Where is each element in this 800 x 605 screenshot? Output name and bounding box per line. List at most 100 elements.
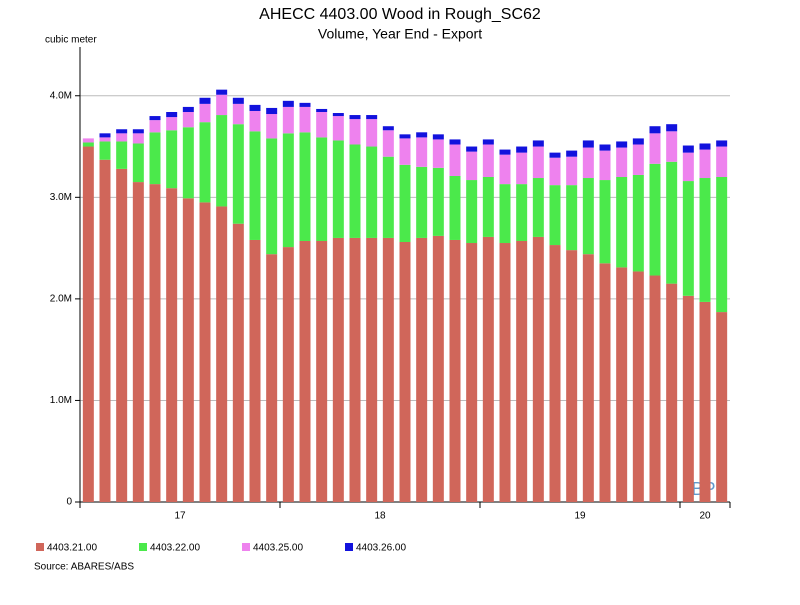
bar-segment: [466, 180, 478, 244]
bar-segment: [399, 138, 411, 165]
bar-segment: [482, 144, 494, 177]
bar-segment: [549, 157, 561, 186]
bar-segment: [566, 185, 578, 251]
bar-segment: [282, 247, 294, 502]
bar-segment: [666, 131, 678, 162]
bar-segment: [716, 146, 728, 177]
bar-segment: [716, 177, 728, 313]
bar-segment: [682, 152, 694, 182]
bar-segment: [499, 184, 511, 244]
bar-segment: [299, 240, 311, 502]
legend-swatch: [345, 543, 353, 551]
bar-segment: [266, 254, 278, 502]
y-tick-label: 4.0M: [50, 90, 72, 101]
bar-segment: [382, 237, 394, 502]
y-tick-label: 1.0M: [50, 395, 72, 406]
bar-segment: [382, 126, 394, 131]
bar-segment: [116, 133, 128, 142]
bar-segment: [649, 133, 661, 164]
bar-segment: [149, 184, 161, 502]
bar-segment: [249, 110, 261, 132]
bar-segment: [249, 104, 261, 111]
bar-segment: [549, 245, 561, 502]
bar-segment: [266, 107, 278, 115]
legend-label: 4403.25.00: [253, 543, 303, 554]
bar-segment: [582, 178, 594, 255]
bar-segment: [116, 168, 128, 502]
bar-segment: [699, 301, 711, 502]
bar-segment: [232, 223, 244, 502]
bar-segment: [99, 159, 111, 502]
bar-segment: [482, 177, 494, 237]
bar-segment: [82, 146, 94, 502]
bar-segment: [166, 130, 178, 189]
legend-label: 4403.26.00: [356, 543, 406, 554]
bar-segment: [682, 181, 694, 296]
bar-segment: [349, 144, 361, 238]
bar-segment: [99, 137, 111, 142]
bar-segment: [566, 250, 578, 502]
bar-segment: [616, 141, 628, 148]
bar-segment: [249, 131, 261, 240]
bar-segment: [449, 139, 461, 145]
bar-segment: [199, 202, 211, 502]
bar-segment: [532, 146, 544, 179]
bar-segment: [582, 254, 594, 502]
bar-segment: [632, 144, 644, 175]
bar-segment: [316, 112, 328, 138]
bar-segment: [216, 206, 228, 502]
bar-segment: [382, 156, 394, 238]
bar-segment: [232, 124, 244, 224]
bar-segment: [82, 142, 94, 147]
bar-segment: [549, 185, 561, 246]
bar-segment: [332, 113, 344, 117]
bar-segment: [416, 237, 428, 502]
bar-segment: [616, 147, 628, 177]
bar-segment: [666, 283, 678, 502]
legend-swatch: [139, 543, 147, 551]
bar-segment: [549, 152, 561, 158]
bar-segment: [116, 129, 128, 134]
bar-segment: [499, 154, 511, 185]
bar-segment: [632, 138, 644, 145]
bar-segment: [149, 116, 161, 121]
bar-segment: [132, 129, 144, 134]
bar-segment: [666, 161, 678, 284]
bar-segment: [449, 144, 461, 176]
bar-segment: [399, 134, 411, 139]
bar-segment: [366, 119, 378, 147]
bar-segment: [299, 102, 311, 107]
bar-segment: [432, 235, 444, 502]
bar-segment: [316, 137, 328, 241]
bar-segment: [416, 132, 428, 138]
bar-segment: [399, 242, 411, 502]
y-tick-label: 3.0M: [50, 192, 72, 203]
x-group-label: 20: [699, 511, 711, 522]
legend-swatch: [36, 543, 44, 551]
bar-segment: [349, 119, 361, 145]
bar-segment: [532, 140, 544, 147]
bar-segment: [416, 137, 428, 167]
bar-segment: [482, 139, 494, 145]
y-tick-label: 0: [66, 497, 72, 508]
bar-segment: [599, 144, 611, 151]
bar-segment: [132, 182, 144, 502]
bar-segment: [216, 89, 228, 95]
bar-segment: [649, 275, 661, 502]
bar-segment: [349, 115, 361, 120]
bar-segment: [616, 267, 628, 502]
bar-segment: [216, 94, 228, 116]
bar-segment: [299, 106, 311, 133]
bar-segment: [716, 312, 728, 502]
bar-segment: [649, 126, 661, 134]
x-group-label: 17: [174, 511, 186, 522]
bar-segment: [166, 112, 178, 118]
bar-segment: [566, 156, 578, 186]
x-group-label: 18: [374, 511, 386, 522]
bar-segment: [516, 152, 528, 185]
bar-segment: [666, 124, 678, 132]
bar-segment: [716, 140, 728, 147]
bar-segment: [499, 149, 511, 155]
y-tick-label: 2.0M: [50, 294, 72, 305]
